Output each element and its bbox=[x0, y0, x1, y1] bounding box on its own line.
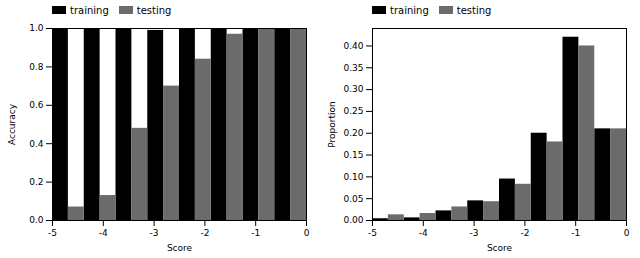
svg-text:-3: -3 bbox=[470, 228, 479, 238]
svg-text:-2: -2 bbox=[200, 228, 209, 238]
svg-text:0.0: 0.0 bbox=[29, 215, 44, 225]
svg-text:0: 0 bbox=[624, 228, 630, 238]
svg-text:-1: -1 bbox=[571, 228, 580, 238]
svg-text:0.25: 0.25 bbox=[343, 106, 363, 116]
svg-text:Proportion: Proportion bbox=[327, 101, 337, 147]
html-text:testing: testing bbox=[456, 4, 492, 16]
svg-text:0.6: 0.6 bbox=[29, 100, 44, 110]
svg-text:Score: Score bbox=[487, 243, 513, 253]
html-text:training: training bbox=[390, 4, 429, 16]
svg-text:-3: -3 bbox=[150, 228, 159, 238]
svg-text:-5: -5 bbox=[368, 228, 377, 238]
svg-text:0.4: 0.4 bbox=[29, 139, 44, 149]
svg-text:0.35: 0.35 bbox=[343, 63, 363, 73]
svg-text:-5: -5 bbox=[48, 228, 57, 238]
svg-text:0.8: 0.8 bbox=[29, 62, 44, 72]
svg-text:Score: Score bbox=[167, 243, 193, 253]
svg-text:Accuracy: Accuracy bbox=[7, 103, 17, 145]
svg-text:0.30: 0.30 bbox=[343, 84, 363, 94]
svg-text:1.0: 1.0 bbox=[29, 23, 44, 33]
html-text:testing: testing bbox=[136, 4, 172, 16]
svg-text:0.20: 0.20 bbox=[343, 128, 363, 138]
svg-text:-4: -4 bbox=[419, 228, 428, 238]
svg-text:-4: -4 bbox=[99, 228, 108, 238]
svg-text:0.05: 0.05 bbox=[343, 194, 363, 204]
svg-text:0.00: 0.00 bbox=[343, 215, 363, 225]
svg-text:-2: -2 bbox=[520, 228, 529, 238]
svg-text:-1: -1 bbox=[251, 228, 260, 238]
svg-text:0: 0 bbox=[304, 228, 310, 238]
svg-text:0.2: 0.2 bbox=[29, 177, 43, 187]
html-text:training: training bbox=[70, 4, 109, 16]
svg-text:0.40: 0.40 bbox=[343, 41, 363, 51]
svg-text:0.10: 0.10 bbox=[343, 172, 363, 182]
svg-text:0.15: 0.15 bbox=[343, 150, 363, 160]
